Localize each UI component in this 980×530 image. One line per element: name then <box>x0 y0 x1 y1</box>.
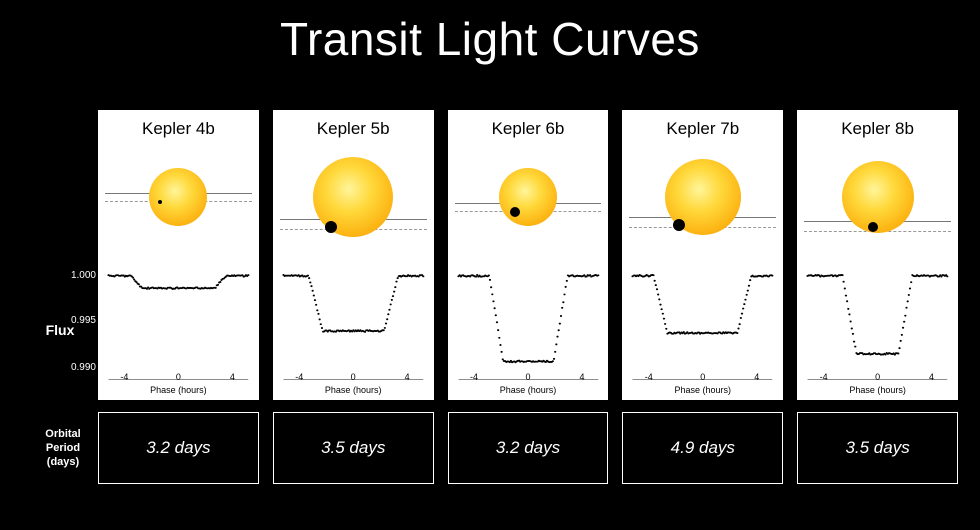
planet-name: Kepler 7b <box>623 111 782 139</box>
chart-grid: 1.000 0.995 0.990 Flux Orbital Period (d… <box>36 110 958 484</box>
xtick: -4 <box>470 372 478 382</box>
xaxis-label: Phase (hours) <box>274 385 433 395</box>
star-diagram <box>798 139 957 254</box>
planet-name: Kepler 4b <box>99 111 258 139</box>
xtick: 0 <box>875 372 880 382</box>
xaxis-label: Phase (hours) <box>449 385 608 395</box>
star-diagram <box>99 139 258 254</box>
orbital-period-value: 3.5 days <box>797 412 958 484</box>
planet-column: Kepler 4b -4 0 4 Phase (hours) 3.2 days <box>98 110 259 484</box>
orbital-period-value: 4.9 days <box>622 412 783 484</box>
flux-axis-label: Flux <box>30 322 90 338</box>
xtick: 4 <box>929 372 934 382</box>
ytick-0: 1.000 <box>36 270 96 281</box>
light-curve-card: Kepler 6b -4 0 4 Phase (hours) <box>448 110 609 400</box>
planet-name: Kepler 5b <box>274 111 433 139</box>
xtick: 4 <box>754 372 759 382</box>
planet-column: Kepler 5b -4 0 4 Phase (hours) 3.5 days <box>273 110 434 484</box>
planet-column: Kepler 6b -4 0 4 Phase (hours) 3.2 days <box>448 110 609 484</box>
light-curve-plot: -4 0 4 Phase (hours) <box>449 259 608 399</box>
planet-column: Kepler 8b -4 0 4 Phase (hours) 3.5 days <box>797 110 958 484</box>
star-icon <box>149 168 207 226</box>
orbital-period-label: Orbital Period (days) <box>28 428 98 469</box>
orbital-period-value: 3.2 days <box>448 412 609 484</box>
orbital-period-value: 3.5 days <box>273 412 434 484</box>
xtick: -4 <box>645 372 653 382</box>
planet-dot-icon <box>325 221 337 233</box>
star-diagram <box>623 139 782 254</box>
xtick: 0 <box>176 372 181 382</box>
light-curve-plot: -4 0 4 Phase (hours) <box>623 259 782 399</box>
xtick: -4 <box>120 372 128 382</box>
xtick: 0 <box>700 372 705 382</box>
star-diagram <box>274 139 433 254</box>
planet-name: Kepler 8b <box>798 111 957 139</box>
xtick: 0 <box>525 372 530 382</box>
star-icon <box>499 168 557 226</box>
light-curve-card: Kepler 5b -4 0 4 Phase (hours) <box>273 110 434 400</box>
ytick-2: 0.990 <box>36 362 96 373</box>
planet-column: Kepler 7b -4 0 4 Phase (hours) 4.9 days <box>622 110 783 484</box>
star-icon <box>842 161 914 233</box>
light-curve-card: Kepler 4b -4 0 4 Phase (hours) <box>98 110 259 400</box>
xtick: 4 <box>230 372 235 382</box>
panels-row: Kepler 4b-404Phase (hours)3.2 daysKepler… <box>98 110 958 484</box>
orbital-period-value: 3.2 days <box>98 412 259 484</box>
planet-dot-icon <box>510 207 520 217</box>
xtick: -4 <box>295 372 303 382</box>
planet-dot-icon <box>673 219 685 231</box>
xtick: -4 <box>820 372 828 382</box>
page-title: Transit Light Curves <box>0 0 980 66</box>
xtick: 4 <box>579 372 584 382</box>
xaxis-label: Phase (hours) <box>623 385 782 395</box>
planet-name: Kepler 6b <box>449 111 608 139</box>
star-diagram <box>449 139 608 254</box>
light-curve-card: Kepler 8b -4 0 4 Phase (hours) <box>797 110 958 400</box>
xaxis-label: Phase (hours) <box>798 385 957 395</box>
light-curve-plot: -4 0 4 Phase (hours) <box>99 259 258 399</box>
light-curve-card: Kepler 7b -4 0 4 Phase (hours) <box>622 110 783 400</box>
xaxis-label: Phase (hours) <box>99 385 258 395</box>
planet-dot-icon <box>158 200 162 204</box>
xtick: 4 <box>405 372 410 382</box>
planet-dot-icon <box>868 222 878 232</box>
light-curve-plot: -4 0 4 Phase (hours) <box>274 259 433 399</box>
light-curve-plot: -4 0 4 Phase (hours) <box>798 259 957 399</box>
xtick: 0 <box>351 372 356 382</box>
